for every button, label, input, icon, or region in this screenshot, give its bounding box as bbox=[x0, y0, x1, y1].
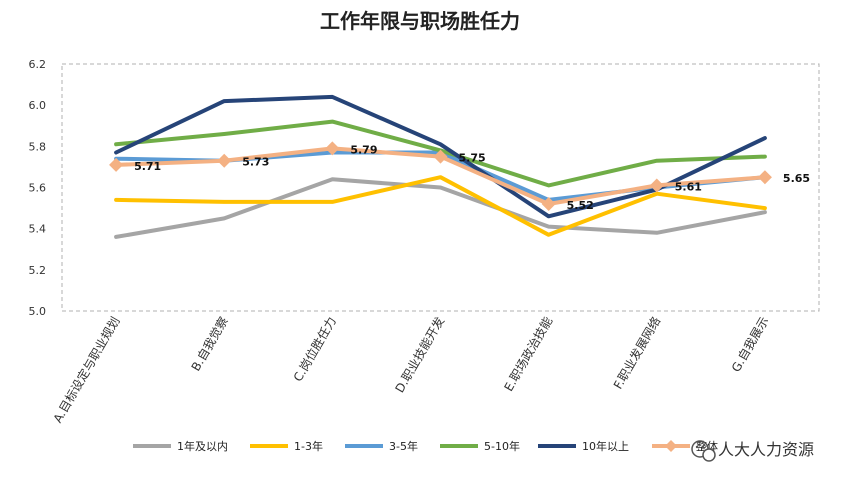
x-tick-label: A.目标设定与职业规划 bbox=[50, 314, 123, 425]
legend-label: 10年以上 bbox=[582, 439, 629, 453]
data-label: 5.73 bbox=[242, 156, 269, 169]
data-point-marker bbox=[433, 149, 448, 164]
x-tick-label: E.职场政治技能 bbox=[501, 315, 555, 394]
data-label: 5.75 bbox=[459, 152, 486, 165]
x-axis: A.目标设定与职业规划 B.自我觉察 C.岗位胜任力 D.职业技能开发 E.职场政治技能… bbox=[50, 314, 772, 425]
watermark-text: 人大人力资源 bbox=[718, 440, 814, 459]
legend-marker bbox=[665, 440, 677, 452]
y-tick-label: 6.2 bbox=[29, 58, 47, 71]
series-line bbox=[114, 175, 767, 237]
data-point-marker bbox=[109, 157, 124, 172]
legend-label: 5-10年 bbox=[484, 439, 520, 453]
y-tick-label: 6.0 bbox=[29, 99, 47, 112]
legend: 1年及以内 1-3年 3-5年 5-10年 10年以上 整体 bbox=[133, 439, 718, 453]
y-tick-label: 5.6 bbox=[29, 182, 47, 195]
series-markers bbox=[109, 141, 772, 211]
data-label: 5.71 bbox=[134, 160, 161, 173]
x-tick-label: G.自我展示 bbox=[729, 315, 772, 375]
data-label: 5.79 bbox=[350, 143, 377, 156]
data-point-marker bbox=[325, 141, 340, 156]
data-label: 5.61 bbox=[675, 180, 702, 193]
x-tick-label: F.职业发展网络 bbox=[610, 314, 663, 391]
legend-label: 3-5年 bbox=[389, 439, 418, 453]
x-tick-label: D.职业技能开发 bbox=[392, 314, 448, 395]
plot-area-border bbox=[61, 63, 820, 312]
y-tick-label: 5.2 bbox=[29, 264, 47, 277]
data-point-marker bbox=[649, 178, 664, 193]
data-point-marker bbox=[757, 170, 772, 185]
chart-title: 工作年限与职场胜任力 bbox=[320, 9, 520, 33]
data-point-marker bbox=[541, 196, 556, 211]
y-tick-label: 5.4 bbox=[29, 223, 47, 236]
data-point-marker bbox=[217, 153, 232, 168]
watermark: 人大人力资源 bbox=[691, 440, 814, 462]
x-tick-label: C.岗位胜任力 bbox=[290, 314, 339, 384]
y-tick-label: 5.0 bbox=[29, 305, 47, 318]
legend-label: 1-3年 bbox=[294, 439, 323, 453]
wechat-icon bbox=[691, 440, 716, 462]
series-lines bbox=[114, 94, 767, 239]
series-line bbox=[114, 177, 767, 239]
x-tick-label: B.自我觉察 bbox=[189, 315, 231, 374]
y-tick-label: 5.8 bbox=[29, 140, 47, 153]
data-labels: 5.71 5.73 5.79 5.75 5.52 5.61 5.65 bbox=[134, 143, 810, 212]
data-label: 5.65 bbox=[783, 172, 810, 185]
y-axis: 5.0 5.2 5.4 5.6 5.8 6.0 6.2 bbox=[29, 58, 47, 318]
data-label: 5.52 bbox=[567, 199, 594, 212]
legend-label: 1年及以内 bbox=[177, 439, 228, 453]
